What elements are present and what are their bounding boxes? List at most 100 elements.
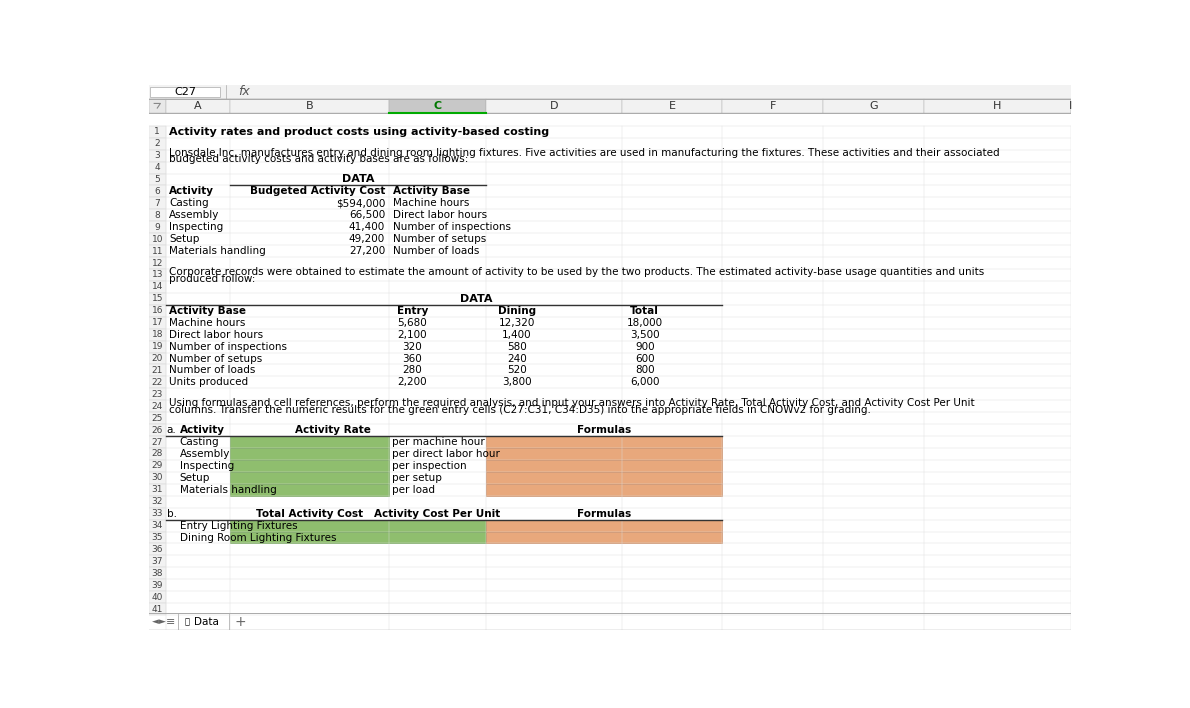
- Text: per inspection: per inspection: [392, 461, 466, 471]
- Bar: [149, 329, 165, 341]
- Text: 11: 11: [151, 246, 163, 256]
- Text: 66,500: 66,500: [349, 210, 386, 220]
- Bar: [230, 99, 389, 113]
- Text: 580: 580: [507, 341, 527, 352]
- Bar: [149, 412, 165, 424]
- Bar: [149, 532, 165, 544]
- Text: Lonsdale Inc. manufactures entry and dining room lighting fixtures. Five activit: Lonsdale Inc. manufactures entry and din…: [169, 147, 1000, 157]
- Bar: [149, 257, 165, 269]
- Text: 13: 13: [151, 270, 163, 280]
- Text: 24: 24: [151, 401, 163, 411]
- Text: 600: 600: [635, 353, 654, 363]
- Text: 22: 22: [151, 378, 163, 387]
- Bar: [621, 99, 722, 113]
- Bar: [149, 185, 165, 198]
- Bar: [149, 149, 165, 161]
- Text: Materials handling: Materials handling: [169, 246, 265, 256]
- Bar: [149, 377, 165, 389]
- Text: B: B: [306, 101, 313, 110]
- Text: 34: 34: [151, 521, 163, 530]
- Text: Activity rates and product costs using activity-based costing: Activity rates and product costs using a…: [169, 127, 549, 137]
- Text: H: H: [994, 101, 1002, 110]
- Text: columns. Transfer the numeric results for the green entry cells (C27:C31, C34:D3: columns. Transfer the numeric results fo…: [169, 405, 871, 415]
- Bar: [149, 520, 165, 532]
- Bar: [486, 460, 722, 472]
- Text: Activity Cost Per Unit: Activity Cost Per Unit: [375, 508, 501, 519]
- Bar: [149, 173, 165, 185]
- Bar: [486, 520, 722, 532]
- Text: 6,000: 6,000: [630, 377, 659, 387]
- Text: ≡: ≡: [165, 617, 175, 627]
- Text: 26: 26: [151, 426, 163, 435]
- Text: Inspecting: Inspecting: [169, 222, 224, 232]
- Text: 2: 2: [155, 139, 161, 148]
- Bar: [722, 99, 823, 113]
- Text: Total: Total: [631, 306, 659, 316]
- Bar: [165, 99, 230, 113]
- Text: ►: ►: [159, 617, 167, 626]
- Bar: [149, 591, 165, 603]
- Text: 900: 900: [635, 341, 654, 352]
- Bar: [149, 389, 165, 400]
- Text: 9: 9: [155, 223, 161, 232]
- Text: 5,680: 5,680: [397, 318, 427, 328]
- Bar: [149, 233, 165, 245]
- Text: Assembly: Assembly: [169, 210, 219, 220]
- Text: 38: 38: [151, 569, 163, 578]
- Text: 18,000: 18,000: [627, 318, 663, 328]
- Text: Entry: Entry: [396, 306, 428, 316]
- Bar: [149, 210, 165, 222]
- Bar: [149, 567, 165, 579]
- Bar: [923, 99, 1071, 113]
- Bar: [149, 544, 165, 556]
- Text: Assembly: Assembly: [180, 449, 230, 459]
- Text: Units produced: Units produced: [169, 377, 248, 387]
- Text: E: E: [669, 101, 676, 110]
- Text: b.: b.: [167, 508, 176, 519]
- Text: 35: 35: [151, 533, 163, 542]
- Text: Dining Room Lighting Fixtures: Dining Room Lighting Fixtures: [180, 532, 337, 542]
- Bar: [149, 556, 165, 567]
- Bar: [149, 305, 165, 316]
- Text: 17: 17: [151, 318, 163, 327]
- Text: 12,320: 12,320: [499, 318, 536, 328]
- Bar: [486, 448, 722, 460]
- Text: produced follow:: produced follow:: [169, 274, 256, 284]
- Text: ◄: ◄: [151, 617, 158, 626]
- Text: Formulas: Formulas: [577, 425, 631, 435]
- Text: G: G: [869, 101, 878, 110]
- Text: I: I: [1070, 101, 1072, 110]
- Text: 40: 40: [151, 593, 163, 602]
- Text: 15: 15: [151, 295, 163, 303]
- Bar: [149, 436, 165, 448]
- Bar: [149, 126, 165, 137]
- Text: 41,400: 41,400: [349, 222, 386, 232]
- Text: Machine hours: Machine hours: [393, 198, 469, 208]
- Text: 3,800: 3,800: [502, 377, 532, 387]
- Text: 4: 4: [155, 163, 161, 172]
- Text: Machine hours: Machine hours: [169, 318, 245, 328]
- Text: 25: 25: [151, 413, 163, 423]
- Text: 23: 23: [151, 390, 163, 399]
- Text: Using formulas and cell references, perform the required analysis, and input you: Using formulas and cell references, perf…: [169, 398, 975, 409]
- Text: 28: 28: [151, 450, 163, 459]
- Text: A: A: [194, 101, 202, 110]
- Text: per setup: per setup: [392, 473, 441, 483]
- Text: 240: 240: [507, 353, 527, 363]
- Text: Data: Data: [194, 617, 219, 627]
- Text: 20: 20: [151, 354, 163, 363]
- Text: a.: a.: [167, 425, 176, 435]
- Text: DATA: DATA: [342, 174, 374, 185]
- Bar: [486, 436, 722, 448]
- Text: Entry Lighting Fixtures: Entry Lighting Fixtures: [180, 520, 298, 530]
- Text: 5: 5: [155, 175, 161, 184]
- Text: 30: 30: [151, 474, 163, 482]
- Text: 520: 520: [507, 365, 527, 375]
- Text: Corporate records were obtained to estimate the amount of activity to be used by: Corporate records were obtained to estim…: [169, 267, 984, 277]
- Text: 19: 19: [151, 342, 163, 351]
- Bar: [149, 400, 165, 412]
- Text: 320: 320: [402, 341, 422, 352]
- Text: Inspecting: Inspecting: [180, 461, 234, 471]
- Text: fx: fx: [238, 86, 250, 98]
- Bar: [230, 436, 389, 448]
